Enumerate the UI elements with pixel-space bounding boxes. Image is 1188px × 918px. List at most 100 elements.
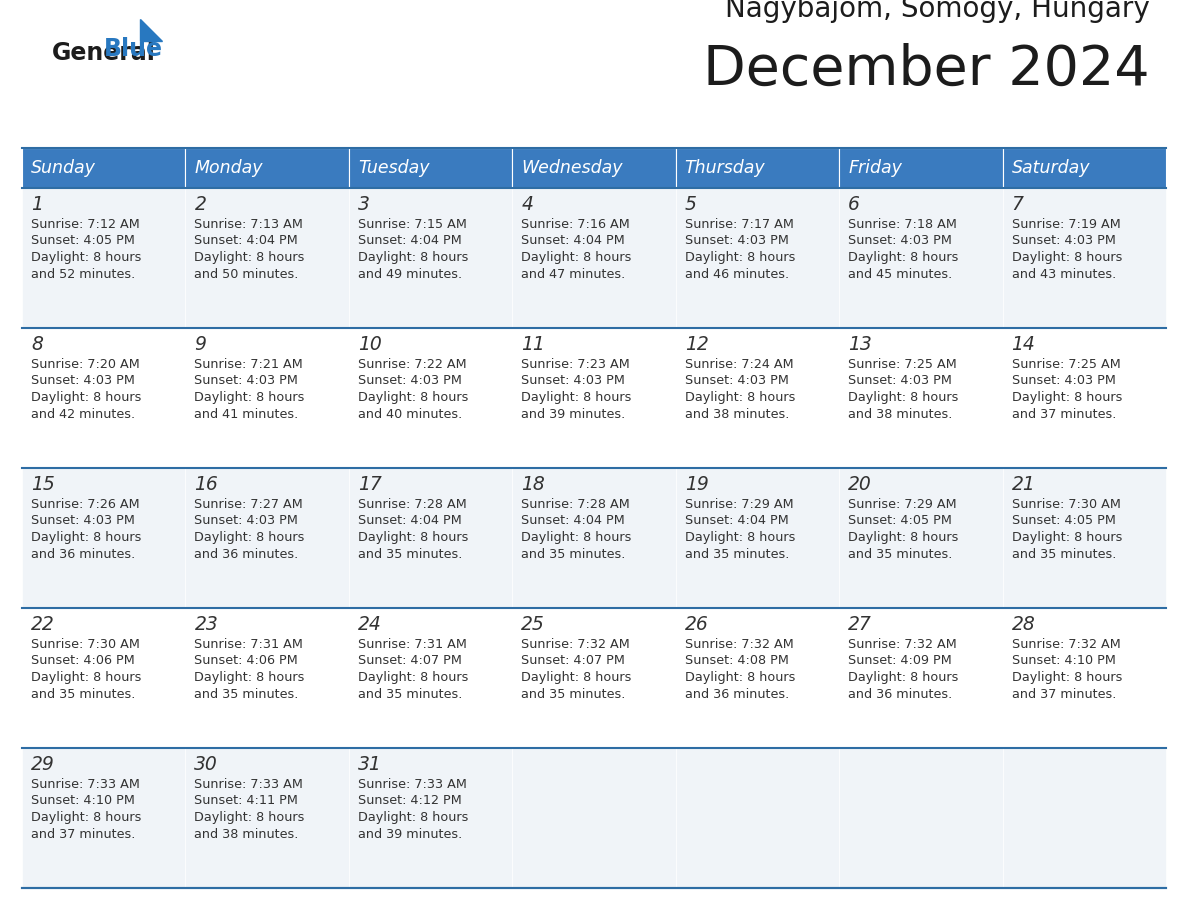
Text: Sunset: 4:03 PM: Sunset: 4:03 PM [1011,375,1116,387]
Bar [23,188,185,328]
Text: and 35 minutes.: and 35 minutes. [358,688,462,700]
Bar [23,328,185,468]
Text: Sunset: 4:04 PM: Sunset: 4:04 PM [684,514,789,528]
Bar [839,608,1003,748]
Text: Sunset: 4:03 PM: Sunset: 4:03 PM [195,375,298,387]
Text: Daylight: 8 hours: Daylight: 8 hours [684,531,795,544]
Bar [676,608,839,748]
Text: Sunset: 4:09 PM: Sunset: 4:09 PM [848,655,952,667]
Text: Daylight: 8 hours: Daylight: 8 hours [1011,531,1121,544]
Text: and 36 minutes.: and 36 minutes. [848,688,953,700]
Text: 24: 24 [358,615,381,634]
Text: December 2024: December 2024 [703,43,1150,97]
Text: 18: 18 [522,475,545,494]
Polygon shape [140,19,162,41]
Text: Sunset: 4:05 PM: Sunset: 4:05 PM [31,234,135,248]
Text: Daylight: 8 hours: Daylight: 8 hours [31,671,141,684]
Text: 8: 8 [31,335,43,354]
Text: Daylight: 8 hours: Daylight: 8 hours [848,671,959,684]
Text: 14: 14 [1011,335,1035,354]
Text: Sunset: 4:06 PM: Sunset: 4:06 PM [31,655,134,667]
Text: Monday: Monday [195,159,263,177]
Text: Daylight: 8 hours: Daylight: 8 hours [195,391,305,404]
Bar [676,468,839,608]
Text: Sunset: 4:03 PM: Sunset: 4:03 PM [848,234,952,248]
Text: Sunset: 4:03 PM: Sunset: 4:03 PM [1011,234,1116,248]
Text: 2: 2 [195,195,207,214]
Text: 19: 19 [684,475,708,494]
Text: and 41 minutes.: and 41 minutes. [195,408,298,420]
Text: Sunrise: 7:32 AM: Sunrise: 7:32 AM [684,638,794,651]
Text: and 35 minutes.: and 35 minutes. [195,688,299,700]
Text: and 50 minutes.: and 50 minutes. [195,267,299,281]
Text: Daylight: 8 hours: Daylight: 8 hours [1011,391,1121,404]
Text: Daylight: 8 hours: Daylight: 8 hours [31,251,141,264]
Text: Daylight: 8 hours: Daylight: 8 hours [358,811,468,824]
Text: Sunrise: 7:32 AM: Sunrise: 7:32 AM [522,638,630,651]
Text: Wednesday: Wednesday [522,159,623,177]
Text: and 43 minutes.: and 43 minutes. [1011,267,1116,281]
Text: 29: 29 [31,755,55,774]
Text: Daylight: 8 hours: Daylight: 8 hours [684,251,795,264]
Bar [1003,188,1165,328]
Bar [676,328,839,468]
Bar [185,608,349,748]
Text: and 37 minutes.: and 37 minutes. [1011,688,1116,700]
Text: Daylight: 8 hours: Daylight: 8 hours [684,391,795,404]
Text: Sunrise: 7:27 AM: Sunrise: 7:27 AM [195,498,303,511]
Text: Daylight: 8 hours: Daylight: 8 hours [358,251,468,264]
Bar [185,148,349,188]
Text: Daylight: 8 hours: Daylight: 8 hours [195,811,305,824]
Text: and 52 minutes.: and 52 minutes. [31,267,135,281]
Text: 28: 28 [1011,615,1035,634]
Text: 22: 22 [31,615,55,634]
Text: 25: 25 [522,615,545,634]
Text: Sunrise: 7:25 AM: Sunrise: 7:25 AM [848,358,956,371]
Text: Daylight: 8 hours: Daylight: 8 hours [522,671,632,684]
Bar [349,328,512,468]
Text: Daylight: 8 hours: Daylight: 8 hours [848,251,959,264]
Text: Daylight: 8 hours: Daylight: 8 hours [358,391,468,404]
Text: Sunrise: 7:32 AM: Sunrise: 7:32 AM [1011,638,1120,651]
Text: 17: 17 [358,475,381,494]
Text: Sunset: 4:05 PM: Sunset: 4:05 PM [848,514,952,528]
Text: and 46 minutes.: and 46 minutes. [684,267,789,281]
Text: General: General [52,41,156,65]
Bar [512,608,676,748]
Text: Sunset: 4:04 PM: Sunset: 4:04 PM [522,514,625,528]
Bar [185,468,349,608]
Text: 21: 21 [1011,475,1035,494]
Text: Sunset: 4:03 PM: Sunset: 4:03 PM [31,375,135,387]
Text: and 36 minutes.: and 36 minutes. [684,688,789,700]
Text: Sunset: 4:08 PM: Sunset: 4:08 PM [684,655,789,667]
Text: and 36 minutes.: and 36 minutes. [31,547,135,561]
Bar [676,148,839,188]
Bar [839,148,1003,188]
Text: Sunset: 4:04 PM: Sunset: 4:04 PM [358,514,462,528]
Bar [1003,468,1165,608]
Text: and 35 minutes.: and 35 minutes. [522,688,626,700]
Text: Sunrise: 7:31 AM: Sunrise: 7:31 AM [195,638,303,651]
Text: 27: 27 [848,615,872,634]
Text: Thursday: Thursday [684,159,765,177]
Text: and 35 minutes.: and 35 minutes. [848,547,953,561]
Text: Sunset: 4:06 PM: Sunset: 4:06 PM [195,655,298,667]
Text: 12: 12 [684,335,708,354]
Text: Daylight: 8 hours: Daylight: 8 hours [848,531,959,544]
Text: Sunrise: 7:32 AM: Sunrise: 7:32 AM [848,638,956,651]
Bar [512,148,676,188]
Text: 5: 5 [684,195,696,214]
Bar [1003,608,1165,748]
Bar [349,608,512,748]
Bar [1003,748,1165,888]
Text: and 35 minutes.: and 35 minutes. [358,547,462,561]
Text: Sunrise: 7:16 AM: Sunrise: 7:16 AM [522,218,630,231]
Bar [839,188,1003,328]
Bar [185,748,349,888]
Text: Sunrise: 7:21 AM: Sunrise: 7:21 AM [195,358,303,371]
Text: 20: 20 [848,475,872,494]
Text: Sunset: 4:11 PM: Sunset: 4:11 PM [195,794,298,808]
Bar [23,148,185,188]
Bar [349,748,512,888]
Text: and 45 minutes.: and 45 minutes. [848,267,953,281]
